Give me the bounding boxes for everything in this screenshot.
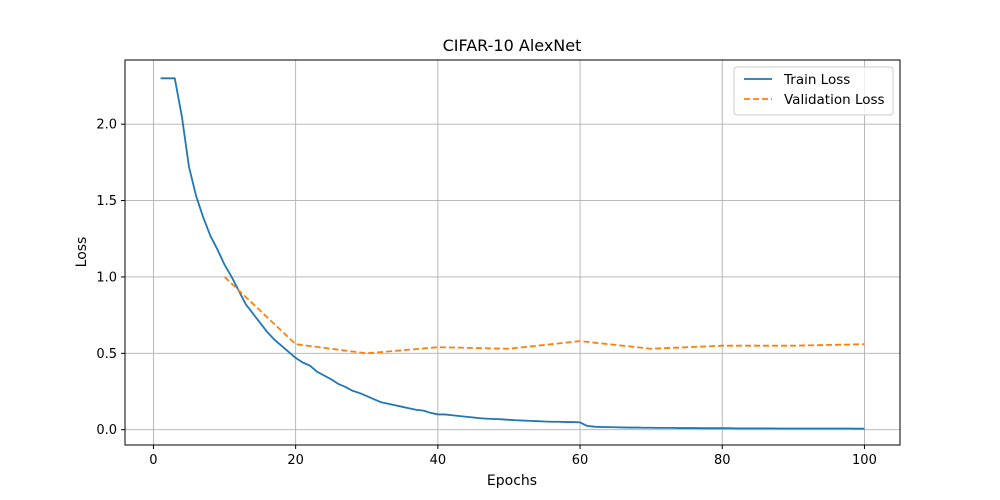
x-tick-label: 60 [572, 453, 589, 468]
y-tick-label: 1.5 [96, 194, 117, 209]
x-tick-label: 40 [430, 453, 447, 468]
x-axis-ticks: 0 20 40 60 80 100 [149, 445, 877, 468]
plot-area-frame [124, 59, 901, 446]
y-tick-label: 2.0 [96, 118, 117, 133]
x-tick-label: 20 [287, 453, 304, 468]
y-axis-title: Loss [74, 237, 90, 268]
y-axis-ticks: 0.0 0.5 1.0 1.5 2.0 [96, 118, 125, 438]
x-axis-title: Epochs [487, 473, 537, 489]
x-tick-label: 100 [852, 453, 877, 468]
legend-label-train-loss: Train Loss [783, 72, 850, 88]
y-tick-label: 1.0 [96, 270, 117, 285]
grid-lines [125, 60, 900, 445]
series-line-validation-loss [223, 276, 865, 355]
chart-title: CIFAR-10 AlexNet [443, 36, 582, 55]
legend-label-validation-loss: Validation Loss [784, 92, 885, 108]
y-tick-label: 0.5 [96, 347, 117, 362]
y-tick-label: 0.0 [96, 423, 117, 438]
series-lines [160, 77, 865, 430]
legend-box [733, 66, 894, 116]
legend: Train Loss Validation Loss [733, 66, 894, 116]
x-tick-label: 0 [149, 453, 157, 468]
x-tick-label: 80 [714, 453, 731, 468]
series-line-train-loss [160, 77, 865, 430]
